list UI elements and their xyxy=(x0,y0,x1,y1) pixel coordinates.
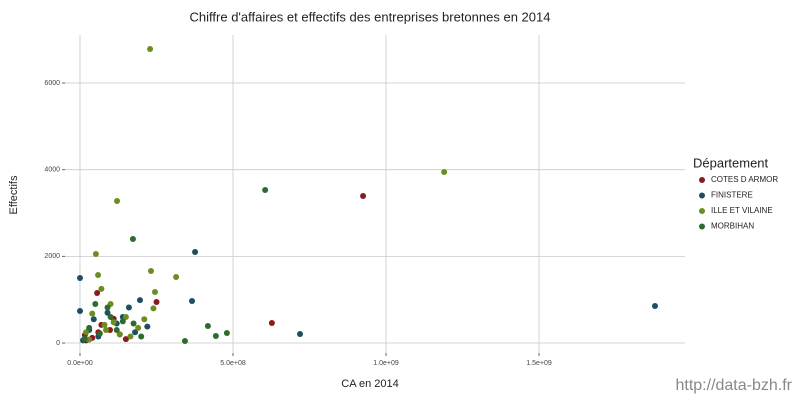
point xyxy=(92,251,99,258)
point xyxy=(141,316,148,323)
legend-label: FINISTERE xyxy=(711,191,753,200)
point xyxy=(104,304,111,311)
point xyxy=(83,329,90,336)
point xyxy=(150,305,157,312)
point xyxy=(114,198,121,205)
point xyxy=(86,336,93,343)
legend-marker xyxy=(699,192,705,199)
point xyxy=(360,193,367,200)
y-tick-label: 0 xyxy=(56,340,60,347)
legend-label: ILLE ET VILAINE xyxy=(711,206,773,215)
point xyxy=(96,330,103,337)
point xyxy=(90,316,97,323)
point xyxy=(173,274,180,281)
point xyxy=(129,236,136,243)
x-tick-label: 1.5e+09 xyxy=(526,360,552,367)
point xyxy=(268,320,275,327)
point xyxy=(89,310,96,317)
legend-marker xyxy=(699,208,705,214)
y-axis-label: Effectifs xyxy=(8,175,20,214)
point xyxy=(135,324,142,331)
legend-label: COTES D ARMOR xyxy=(711,175,778,184)
point xyxy=(132,329,139,336)
point xyxy=(122,336,129,343)
point xyxy=(192,249,199,256)
x-tick-label: 5.0e+08 xyxy=(220,360,246,367)
y-tick-label: 6000 xyxy=(44,80,60,87)
y-tick-label: 4000 xyxy=(44,167,60,174)
chart-title: Chiffre d'affaires et effectifs des entr… xyxy=(190,9,551,24)
point xyxy=(136,297,143,304)
legend-marker xyxy=(699,223,705,230)
point xyxy=(130,320,137,327)
point xyxy=(127,333,134,340)
point xyxy=(262,187,269,194)
point xyxy=(151,289,158,296)
point xyxy=(441,169,448,176)
point xyxy=(125,304,132,311)
point xyxy=(153,299,160,306)
legend-marker xyxy=(699,177,705,183)
point xyxy=(113,327,120,334)
point xyxy=(204,323,211,330)
x-axis-label: CA en 2014 xyxy=(341,378,399,390)
point xyxy=(95,271,102,278)
legend-title: Département xyxy=(693,155,769,170)
point xyxy=(86,324,93,331)
point xyxy=(98,285,105,292)
point xyxy=(119,318,126,325)
watermark: http://data-bzh.fr xyxy=(675,377,792,394)
x-tick-label: 0.0e+00 xyxy=(67,360,93,367)
point xyxy=(116,331,123,338)
point xyxy=(147,268,154,275)
point xyxy=(181,338,188,345)
point xyxy=(110,319,117,326)
x-tick-label: 1.0e+09 xyxy=(373,360,399,367)
point xyxy=(147,45,154,52)
point xyxy=(81,335,88,342)
point xyxy=(104,309,111,316)
point xyxy=(76,307,83,314)
point xyxy=(122,314,129,321)
point xyxy=(94,290,101,297)
y-tick-label: 2000 xyxy=(44,253,60,260)
point xyxy=(92,301,99,308)
point xyxy=(144,323,151,330)
point xyxy=(652,303,659,310)
point xyxy=(223,330,230,337)
point xyxy=(107,314,114,321)
point xyxy=(188,297,195,304)
point xyxy=(138,333,145,340)
point xyxy=(297,331,304,338)
point xyxy=(212,333,219,340)
point xyxy=(103,327,110,334)
point xyxy=(101,321,108,328)
legend-label: MORBIHAN xyxy=(711,222,754,231)
point xyxy=(76,275,83,282)
